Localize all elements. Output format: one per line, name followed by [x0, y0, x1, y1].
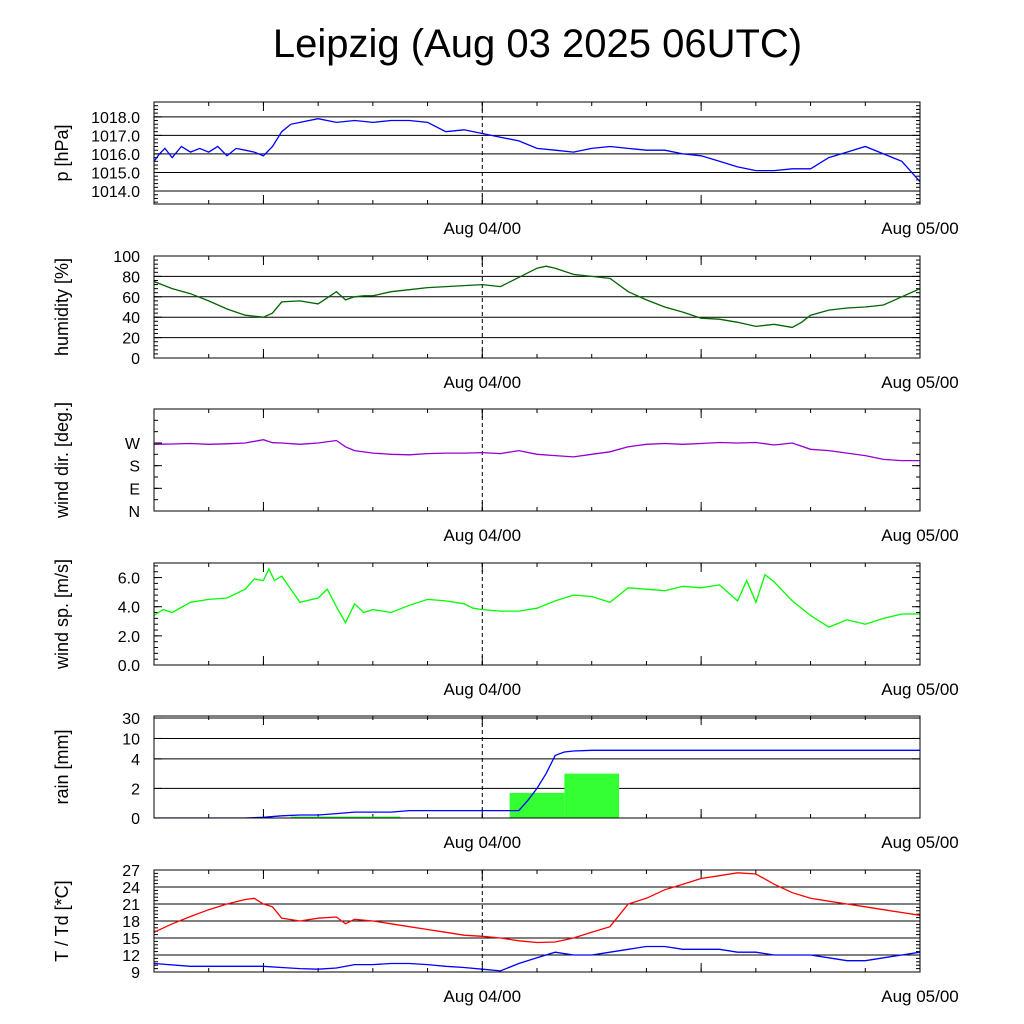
y-tick-label: 1017.0 — [91, 128, 140, 145]
y-tick-label: 15 — [122, 931, 140, 948]
plot-frame — [153, 408, 921, 512]
y-tick-label: 0 — [131, 351, 140, 368]
x-tick-label: Aug 05/00 — [881, 833, 959, 852]
plot-frame — [153, 255, 921, 359]
x-tick-label: Aug 05/00 — [881, 526, 959, 545]
y-tick-label: 18 — [122, 914, 140, 931]
y-tick-label: 1016.0 — [91, 147, 140, 164]
series-line-0 — [154, 265, 920, 329]
y-tick-label: 1015.0 — [91, 165, 140, 182]
y-tick-label: 30 — [122, 711, 140, 728]
y-tick-label: 21 — [122, 897, 140, 914]
y-tick-label: 10 — [122, 731, 140, 748]
rain-bar — [564, 773, 620, 818]
x-tick-label: Aug 04/00 — [444, 219, 522, 238]
plot-frame — [153, 715, 921, 819]
y-tick-label: 2.0 — [118, 629, 140, 646]
x-tick-label: Aug 04/00 — [444, 526, 522, 545]
plot-frame — [153, 869, 921, 973]
series-line-0 — [154, 567, 920, 628]
x-tick-label: Aug 04/00 — [444, 833, 522, 852]
x-tick-label: Aug 05/00 — [881, 680, 959, 699]
y-tick-label: 20 — [122, 331, 140, 348]
x-tick-label: Aug 05/00 — [881, 219, 959, 238]
y-tick-label: 100 — [113, 249, 140, 266]
y-tick-label: N — [128, 504, 140, 521]
x-tick-label: Aug 04/00 — [444, 680, 522, 699]
y-tick-label: 40 — [122, 310, 140, 327]
y-tick-label: 4.0 — [118, 600, 140, 617]
y-tick-label: E — [129, 481, 140, 498]
y-tick-label: 9 — [131, 965, 140, 982]
plot-frame — [153, 101, 921, 205]
y-tick-label: 2 — [131, 781, 140, 798]
panel-1: 0 20 40 60 80 100 humidity [%] Aug 04/00 Aug 05/… — [52, 249, 959, 392]
y-tick-label: 0.0 — [118, 658, 140, 675]
y-tick-label: 12 — [122, 948, 140, 965]
y-tick-label: 1014.0 — [91, 184, 140, 201]
y-tick-label: 0 — [131, 811, 140, 828]
y-axis-label: rain [mm] — [52, 729, 72, 804]
series-line-0 — [154, 749, 920, 818]
series-line-1 — [154, 945, 920, 972]
y-tick-label: 24 — [122, 880, 140, 897]
y-tick-label: 4 — [131, 752, 140, 769]
series-line-0 — [154, 439, 920, 462]
y-axis-label: T / Td [*C] — [52, 880, 72, 961]
y-tick-label: 6.0 — [118, 571, 140, 588]
x-tick-label: Aug 04/00 — [444, 373, 522, 392]
x-tick-label: Aug 04/00 — [444, 987, 522, 1006]
y-axis-label: wind dir. [deg.] — [52, 402, 72, 519]
series-line-0 — [154, 872, 920, 944]
y-axis-label: humidity [%] — [52, 258, 72, 356]
rain-bar — [290, 816, 401, 818]
y-tick-label: 60 — [122, 290, 140, 307]
plot-frame — [153, 562, 921, 666]
series-line-0 — [154, 118, 920, 183]
y-tick-label: 80 — [122, 269, 140, 286]
chart-title: Leipzig (Aug 03 2025 06UTC) — [272, 22, 803, 66]
rain-bar — [509, 792, 565, 818]
x-tick-label: Aug 05/00 — [881, 373, 959, 392]
y-axis-label: wind sp. [m/s] — [52, 559, 72, 670]
panel-4: 0 2 4 10 30 rain [mm] Aug 04/00 Aug 05/00 — [52, 711, 959, 852]
y-tick-label: W — [125, 436, 141, 453]
y-axis-label: p [hPa] — [52, 124, 72, 181]
y-tick-label: S — [129, 459, 140, 476]
y-tick-label: 27 — [122, 863, 140, 880]
panel-3: 0.0 2.0 4.0 6.0 wind sp. [m/s] Aug 04/00 Aug 0… — [52, 559, 959, 699]
y-tick-label: 1018.0 — [91, 110, 140, 127]
x-tick-label: Aug 05/00 — [881, 987, 959, 1006]
